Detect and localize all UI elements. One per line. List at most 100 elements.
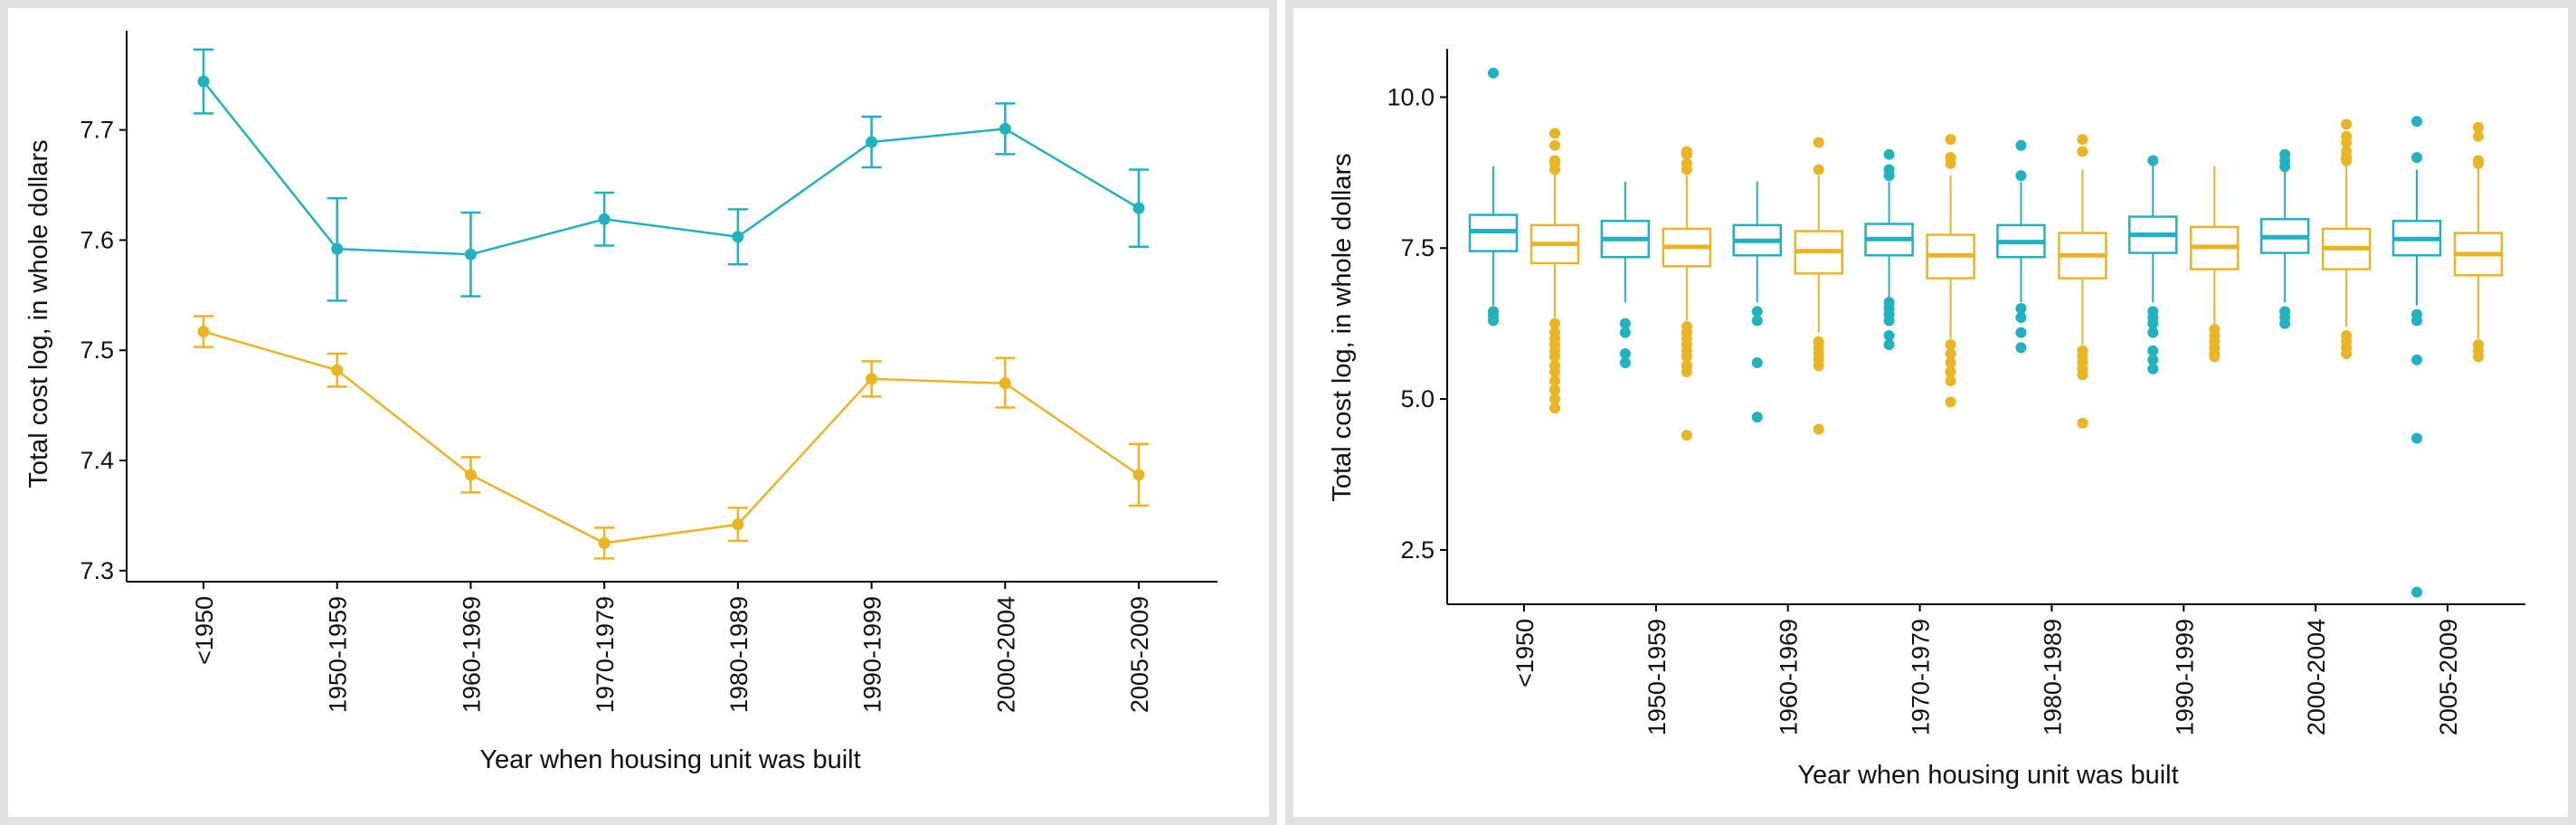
outlier-point bbox=[1813, 164, 1824, 175]
x-tick-label: 1950-1959 bbox=[325, 596, 352, 713]
outlier-point bbox=[2015, 327, 2027, 338]
outlier-point bbox=[1549, 384, 1560, 396]
data-point bbox=[197, 75, 210, 88]
data-point bbox=[1132, 202, 1145, 214]
x-tick-label: 1990-1999 bbox=[859, 596, 886, 713]
x-tick-label: 1980-1989 bbox=[2039, 619, 2066, 735]
outlier-point bbox=[1883, 148, 1895, 160]
outlier-point bbox=[1945, 375, 1956, 387]
y-tick-label: 10.0 bbox=[1387, 83, 1435, 110]
outlier-point bbox=[2015, 342, 2027, 354]
y-axis-title: Total cost log, in whole dollars bbox=[1328, 153, 1357, 501]
outlier-point bbox=[1945, 396, 1956, 408]
outlier-point bbox=[2411, 354, 2422, 365]
data-point bbox=[464, 469, 477, 481]
outlier-point bbox=[1619, 348, 1631, 360]
outlier-point bbox=[1619, 327, 1631, 338]
outlier-point bbox=[1813, 137, 1824, 148]
outlier-point bbox=[2411, 432, 2422, 444]
line-chart: 7.3 7.4 7.5 7.6 7.7 <1950 1950-1959 1960-1969 1… bbox=[24, 31, 1217, 774]
x-tick-label: 2005-2009 bbox=[1126, 596, 1153, 713]
outlier-point bbox=[1681, 430, 1692, 441]
outlier-point bbox=[2077, 369, 2088, 381]
outlier-point bbox=[2411, 152, 2422, 164]
series-1-line bbox=[203, 81, 1140, 256]
outlier-point bbox=[2147, 345, 2159, 356]
x-axis-title: Year when housing unit was built bbox=[479, 745, 860, 774]
outlier-point bbox=[1549, 375, 1560, 387]
outlier-point bbox=[2077, 146, 2088, 157]
y-axis-title: Total cost log, in whole dollars bbox=[24, 139, 53, 488]
outlier-point bbox=[2341, 155, 2353, 166]
y-tick-label: 5.0 bbox=[1400, 385, 1435, 412]
y-tick-label: 7.7 bbox=[80, 117, 114, 144]
data-point bbox=[866, 136, 878, 148]
outlier-point bbox=[1549, 351, 1560, 363]
y-axis-ticks: 7.3 7.4 7.5 7.6 7.7 bbox=[80, 117, 127, 584]
outlier-point bbox=[2411, 315, 2422, 327]
outlier-point bbox=[1883, 330, 1895, 342]
x-axis-title: Year when housing unit was built bbox=[1797, 761, 2178, 790]
data-point bbox=[464, 248, 477, 261]
outlier-point bbox=[2473, 351, 2484, 363]
outlier-point bbox=[1619, 357, 1631, 369]
outlier-point bbox=[2279, 161, 2291, 173]
x-axis-ticks: <1950 1950-1959 1960-1969 1970-1979 1980-198… bbox=[191, 582, 1153, 713]
outlier-point bbox=[2147, 318, 2159, 329]
outlier-point bbox=[1549, 366, 1560, 378]
outlier-point bbox=[1681, 366, 1692, 378]
x-tick-label: 1990-1999 bbox=[2171, 619, 2198, 735]
outlier-point bbox=[2341, 137, 2353, 148]
x-tick-label: 1960-1969 bbox=[1776, 619, 1803, 735]
outlier-point bbox=[1549, 403, 1560, 414]
outlier-point bbox=[2473, 130, 2484, 142]
x-tick-label: 2000-2004 bbox=[2303, 619, 2330, 735]
data-point bbox=[732, 231, 744, 243]
x-tick-label: 2005-2009 bbox=[2435, 619, 2462, 735]
data-point bbox=[866, 373, 878, 385]
outlier-point bbox=[2209, 351, 2221, 363]
x-tick-label: 1970-1979 bbox=[592, 596, 619, 713]
x-tick-label: 2000-2004 bbox=[992, 596, 1019, 713]
outlier-point bbox=[1681, 148, 1692, 160]
outlier-point bbox=[1945, 339, 1956, 351]
data-point bbox=[1132, 469, 1145, 481]
data-point bbox=[598, 536, 611, 549]
outlier-point bbox=[1488, 315, 1499, 327]
box-plot-marks bbox=[1468, 67, 2504, 598]
outlier-point bbox=[2411, 586, 2422, 598]
data-point bbox=[999, 377, 1011, 390]
data-point bbox=[732, 518, 744, 531]
outlier-point bbox=[1549, 128, 1560, 139]
data-point bbox=[598, 213, 611, 225]
outlier-point bbox=[2147, 155, 2159, 166]
y-tick-label: 2.5 bbox=[1400, 536, 1435, 564]
outlier-point bbox=[2015, 302, 2027, 314]
outlier-point bbox=[2341, 348, 2353, 360]
outlier-point bbox=[1549, 164, 1560, 175]
y-axis-ticks: 2.5 5.0 7.5 10.0 bbox=[1387, 83, 1447, 564]
data-point bbox=[999, 122, 1011, 135]
outlier-point bbox=[1945, 357, 1956, 369]
y-tick-label: 7.5 bbox=[80, 337, 114, 364]
series-2-line bbox=[203, 330, 1140, 545]
outlier-point bbox=[1619, 318, 1631, 329]
x-tick-label: <1950 bbox=[1511, 619, 1539, 688]
outlier-point bbox=[1883, 339, 1895, 351]
outlier-point bbox=[2341, 119, 2353, 130]
outlier-point bbox=[1751, 315, 1763, 327]
outlier-point bbox=[2015, 139, 2027, 151]
outlier-point bbox=[2147, 354, 2159, 365]
outlier-point bbox=[2147, 363, 2159, 375]
y-tick-label: 7.4 bbox=[80, 447, 114, 474]
outlier-point bbox=[1549, 394, 1560, 405]
x-tick-label: <1950 bbox=[191, 596, 218, 665]
outlier-point bbox=[2279, 318, 2291, 329]
line-chart-panel: 7.3 7.4 7.5 7.6 7.7 <1950 1950-1959 1960-1969 1… bbox=[0, 0, 1277, 825]
data-point bbox=[331, 364, 344, 376]
outlier-point bbox=[1883, 170, 1895, 182]
y-tick-label: 7.6 bbox=[80, 226, 114, 253]
outlier-point bbox=[2473, 157, 2484, 169]
y-tick-label: 7.3 bbox=[80, 557, 114, 584]
outlier-point bbox=[1751, 357, 1763, 369]
